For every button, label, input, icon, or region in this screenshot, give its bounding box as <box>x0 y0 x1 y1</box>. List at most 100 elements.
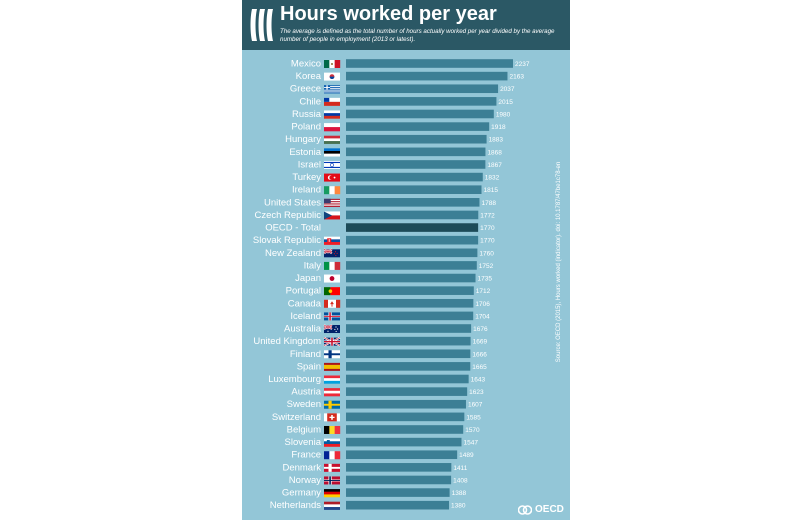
bar-norway <box>346 475 452 485</box>
bar-chart: Mexico 2237 Korea 2163 Greece 2037 Chile 2015 Ru… <box>253 59 530 512</box>
bar-netherlands <box>346 500 450 510</box>
value-label-spain: 1665 <box>472 364 487 371</box>
value-label-finland: 1666 <box>472 351 487 358</box>
category-label-germany: Germany <box>282 488 321 499</box>
flag-israel-icon <box>324 160 340 169</box>
flag-iceland-icon <box>324 312 340 321</box>
category-label-turkey: Turkey <box>292 172 321 183</box>
header-band: Hours worked per year The average is def… <box>242 0 570 50</box>
value-label-slovak-republic: 1770 <box>480 238 495 245</box>
category-label-austria: Austria <box>291 387 321 398</box>
flag-poland-icon <box>324 123 340 132</box>
flag-germany-icon <box>324 489 340 498</box>
bar-portugal <box>346 286 474 295</box>
bar-austria <box>346 387 468 396</box>
flag-estonia-icon <box>324 148 340 157</box>
value-label-germany: 1388 <box>452 490 467 497</box>
flag-greece-icon <box>324 85 340 94</box>
bar-slovak-republic <box>346 235 479 245</box>
value-label-belgium: 1570 <box>465 427 480 434</box>
category-label-iceland: Iceland <box>290 311 321 322</box>
flag-new-zealand-icon <box>323 248 340 258</box>
value-label-france: 1489 <box>459 452 474 459</box>
oecd-logo-text: OECD <box>535 504 564 515</box>
flag-mexico-icon <box>324 60 341 68</box>
bar-turkey <box>346 172 483 182</box>
flag-slovak-republic-icon <box>324 236 340 245</box>
value-label-luxembourg: 1643 <box>471 377 486 384</box>
infographic-panel: Hours worked per year The average is def… <box>242 0 570 520</box>
flag-russia-icon <box>324 110 340 119</box>
category-label-portugal: Portugal <box>286 286 321 297</box>
flag-japan-icon <box>324 274 340 283</box>
flag-belgium-icon <box>324 425 341 434</box>
value-label-poland: 1918 <box>491 124 506 131</box>
bar-slovenia <box>346 437 462 447</box>
value-label-chile: 2015 <box>498 99 513 106</box>
value-label-sweden: 1607 <box>468 402 483 409</box>
value-label-korea: 2163 <box>509 74 524 81</box>
flag-hungary-icon <box>324 135 340 144</box>
category-label-united-kingdom: United Kingdom <box>253 336 321 347</box>
value-label-ireland: 1815 <box>483 187 498 194</box>
flag-denmark-icon <box>324 463 340 472</box>
category-label-oecd-total: OECD - Total <box>265 223 321 234</box>
value-label-italy: 1752 <box>479 263 494 270</box>
bar-switzerland <box>346 412 465 422</box>
bar-russia <box>346 109 494 119</box>
flag-france-icon <box>324 451 341 460</box>
value-label-turkey: 1832 <box>485 175 500 182</box>
flag-canada-icon <box>324 299 341 308</box>
value-label-slovenia: 1547 <box>463 440 478 447</box>
value-label-new-zealand: 1760 <box>479 250 494 257</box>
category-label-switzerland: Switzerland <box>272 412 321 423</box>
value-label-denmark: 1411 <box>453 465 467 472</box>
value-label-israel: 1867 <box>487 162 502 169</box>
bar-poland <box>346 122 490 131</box>
chart-title: Hours worked per year <box>280 3 497 25</box>
bar-belgium <box>346 425 464 434</box>
flag-united-kingdom-icon <box>323 336 341 347</box>
flag-united-states-icon <box>324 198 340 208</box>
bar-estonia <box>346 147 486 157</box>
value-label-oecd-total: 1770 <box>480 225 495 232</box>
category-label-australia: Australia <box>284 324 322 335</box>
flag-italy-icon <box>324 261 341 270</box>
category-label-denmark: Denmark <box>282 462 321 473</box>
category-label-ireland: Ireland <box>292 185 321 196</box>
value-label-norway: 1408 <box>453 477 468 484</box>
bar-denmark <box>346 463 452 472</box>
category-label-hungary: Hungary <box>285 134 321 145</box>
category-label-czech-republic: Czech Republic <box>254 210 321 221</box>
value-label-canada: 1706 <box>475 301 490 308</box>
category-label-united-states: United States <box>264 197 321 208</box>
value-label-united-kingdom: 1669 <box>473 339 488 346</box>
bar-chile <box>346 97 497 106</box>
value-label-czech-republic: 1772 <box>480 212 495 219</box>
value-label-hungary: 1883 <box>489 137 504 144</box>
flag-chile-icon <box>324 97 340 106</box>
bar-spain <box>346 362 471 371</box>
category-label-canada: Canada <box>288 298 322 309</box>
flag-sweden-icon <box>324 400 340 409</box>
category-label-finland: Finland <box>290 349 321 360</box>
flag-slovenia-icon <box>324 438 340 447</box>
bar-greece <box>346 84 499 94</box>
category-label-belgium: Belgium <box>287 424 321 435</box>
chart-subtitle: The average is defined as the total numb… <box>280 28 555 43</box>
bar-italy <box>346 261 477 270</box>
value-label-estonia: 1868 <box>487 149 502 156</box>
bar-japan <box>346 273 476 283</box>
category-label-japan: Japan <box>295 273 321 284</box>
quote-mark-icon <box>250 9 273 41</box>
bar-france <box>346 450 458 460</box>
bar-mexico <box>346 59 513 68</box>
value-label-russia: 1980 <box>496 111 511 118</box>
flag-austria-icon <box>324 388 340 397</box>
value-label-mexico: 2237 <box>515 61 530 68</box>
value-label-japan: 1735 <box>478 276 493 283</box>
value-label-united-states: 1788 <box>481 200 496 207</box>
value-label-iceland: 1704 <box>475 313 490 320</box>
category-label-mexico: Mexico <box>291 59 321 70</box>
flag-turkey-icon <box>324 173 340 182</box>
